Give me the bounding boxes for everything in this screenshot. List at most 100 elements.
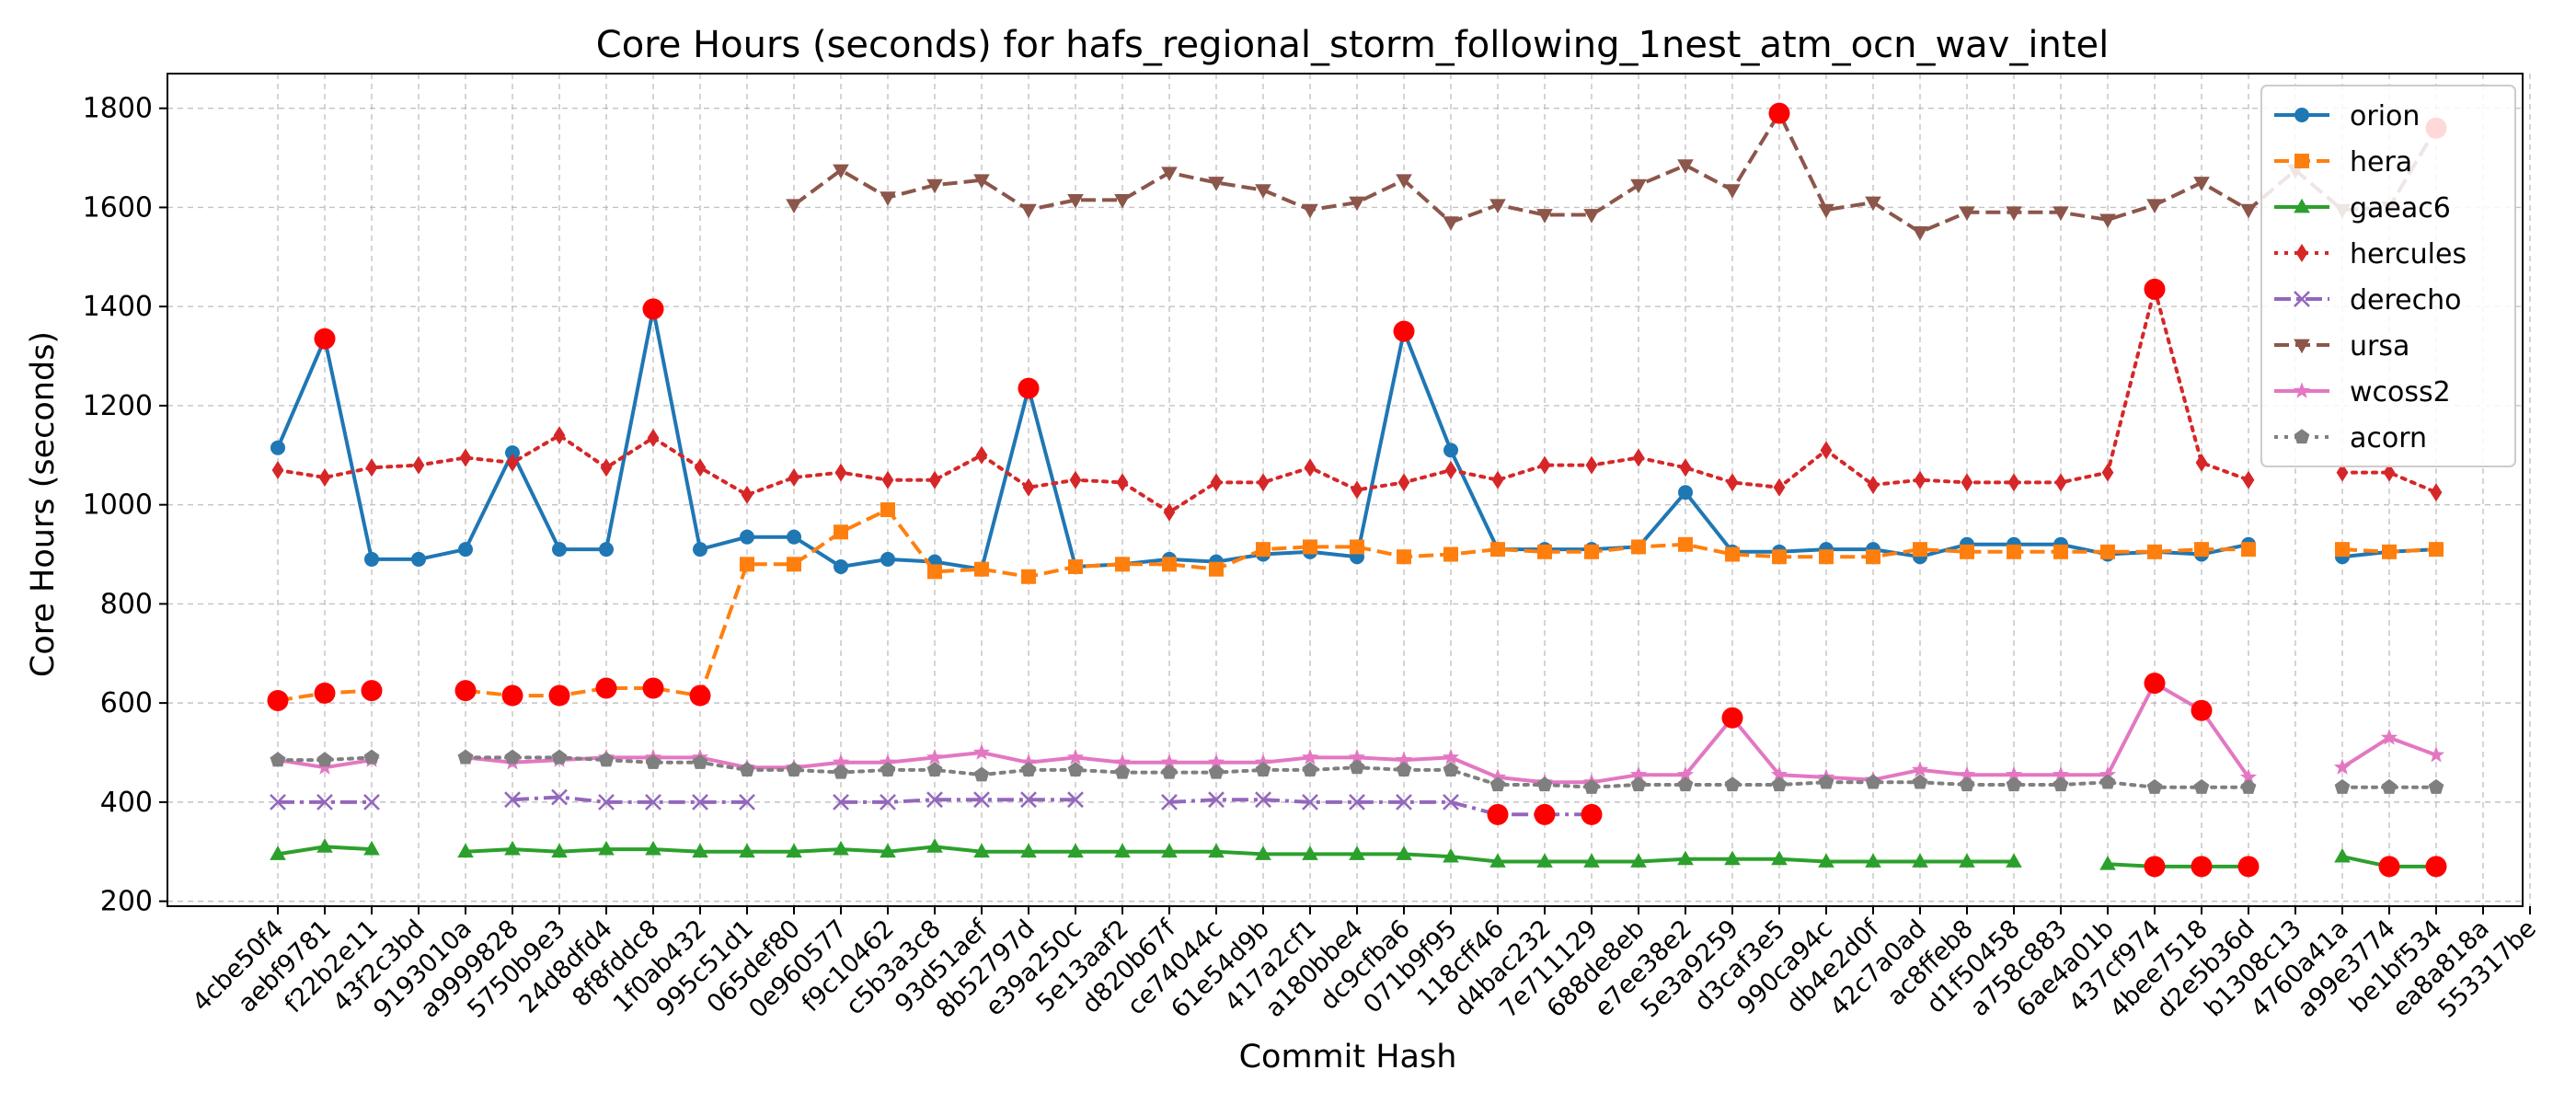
highlight-point: [689, 684, 711, 707]
hercules-point: [881, 470, 894, 489]
gaeac6-point: [1114, 843, 1131, 858]
gaeac6-point: [645, 840, 661, 856]
hercules-point: [1163, 502, 1176, 522]
legend-marker: [2294, 339, 2310, 354]
derecho-point: [504, 791, 521, 809]
y-tick-label: 1600: [83, 191, 153, 224]
acorn-point: [1489, 776, 1506, 792]
wcoss2-point: [2239, 768, 2258, 785]
derecho-point: [1020, 791, 1037, 809]
hercules-point: [1022, 477, 1035, 497]
wcoss2-point: [1254, 753, 1272, 770]
hera-point: [1631, 539, 1646, 555]
acorn-point: [1724, 776, 1741, 792]
y-axis-label: Core Hours (seconds): [25, 331, 62, 677]
hercules-point: [1116, 473, 1129, 492]
acorn-point: [1583, 778, 1600, 794]
acorn-point: [1114, 764, 1131, 779]
acorn-point: [1255, 762, 1271, 776]
wcoss2-point: [2005, 765, 2023, 783]
wcoss2-point: [1395, 751, 1413, 767]
acorn-line: [276, 755, 374, 763]
gaeac6-point: [457, 843, 474, 858]
hercules-point: [2242, 470, 2255, 489]
hera-point: [1819, 549, 1834, 565]
derecho-point: [363, 793, 380, 811]
ursa-point: [1677, 159, 1694, 174]
gaeac6-point: [1349, 845, 1365, 860]
gaeac6-point: [1208, 843, 1225, 858]
hera-point: [2194, 542, 2209, 558]
hercules-point: [1867, 476, 1880, 495]
ursa-point: [2240, 203, 2257, 219]
acorn-point: [2334, 778, 2351, 794]
derecho-point: [1161, 793, 1178, 811]
legend-label: orion: [2350, 100, 2420, 132]
hercules-point: [2101, 463, 2114, 482]
gaeac6-point: [2334, 847, 2351, 863]
ursa-point: [833, 164, 849, 179]
wcoss2-point: [1207, 753, 1225, 770]
highlight-point: [454, 680, 477, 702]
hera-point: [1443, 546, 1458, 562]
hercules-point: [600, 458, 613, 477]
acorn-point: [739, 762, 755, 776]
acorn-point: [1536, 776, 1553, 792]
derecho-point: [880, 793, 896, 811]
ursa-point: [880, 191, 896, 206]
ursa-point: [786, 199, 802, 213]
acorn-point: [504, 749, 521, 765]
hera-point: [2007, 544, 2021, 559]
hercules-point: [2383, 463, 2396, 482]
derecho-point: [1396, 793, 1412, 811]
acorn-point: [1208, 764, 1225, 779]
wcoss2-point: [1770, 765, 1788, 783]
hera-point: [1490, 542, 1505, 558]
ursa-point: [1302, 203, 1318, 219]
gaeac6-point: [1067, 843, 1084, 858]
y-axis: 200 400 600 800 1000 1200 1400 1600 1800: [83, 93, 167, 918]
legend-marker: [2294, 154, 2309, 168]
acorn-point: [926, 762, 943, 776]
ursa-point: [1865, 196, 1881, 212]
gaeac6-point: [1630, 853, 1647, 868]
gaeac6-point: [1536, 853, 1553, 868]
hera-point: [1913, 542, 1927, 558]
gaeac6-point: [1302, 845, 1318, 860]
hercules-point: [2195, 453, 2208, 472]
ursa-point: [1020, 203, 1037, 219]
derecho-point: [926, 791, 943, 809]
hera-point: [2241, 542, 2256, 558]
wcoss2-point: [1489, 768, 1507, 785]
y-tick-label: 1200: [83, 390, 153, 422]
x-axis: 4cbe50f4aebf9781f22b2e1143f2c3bd9193010a…: [187, 906, 2542, 1024]
wcoss2-point: [1676, 765, 1695, 783]
gaeac6-point: [1396, 845, 1412, 860]
hera-point: [2429, 542, 2444, 558]
gaeac6-line: [465, 845, 2014, 864]
legend-box: [2260, 85, 2516, 467]
hera-point: [1021, 569, 1036, 584]
ursa-line: [792, 111, 2438, 235]
hera-point: [2053, 544, 2068, 559]
hercules-point: [1914, 470, 1926, 489]
derecho-point: [1255, 791, 1271, 809]
highlight-point: [1534, 803, 1556, 825]
gaeac6-point: [692, 843, 708, 858]
legend-marker: [2294, 198, 2310, 213]
acorn-point: [270, 752, 286, 767]
gaeac6-point: [973, 843, 990, 858]
hercules-point: [1491, 470, 1504, 489]
ursa-point: [2146, 199, 2163, 213]
derecho-line: [512, 795, 747, 804]
y-tick-label: 1000: [83, 489, 153, 522]
y-tick-label: 800: [100, 588, 153, 620]
highlight-point: [2144, 673, 2166, 695]
derecho-point: [1443, 793, 1459, 811]
acorn-point: [2240, 778, 2257, 794]
acorn-point: [692, 753, 708, 769]
orion-point: [599, 542, 614, 558]
gaeac6-line: [2107, 862, 2248, 868]
series-gaeac6: [270, 838, 2444, 873]
acorn-point: [786, 762, 802, 776]
